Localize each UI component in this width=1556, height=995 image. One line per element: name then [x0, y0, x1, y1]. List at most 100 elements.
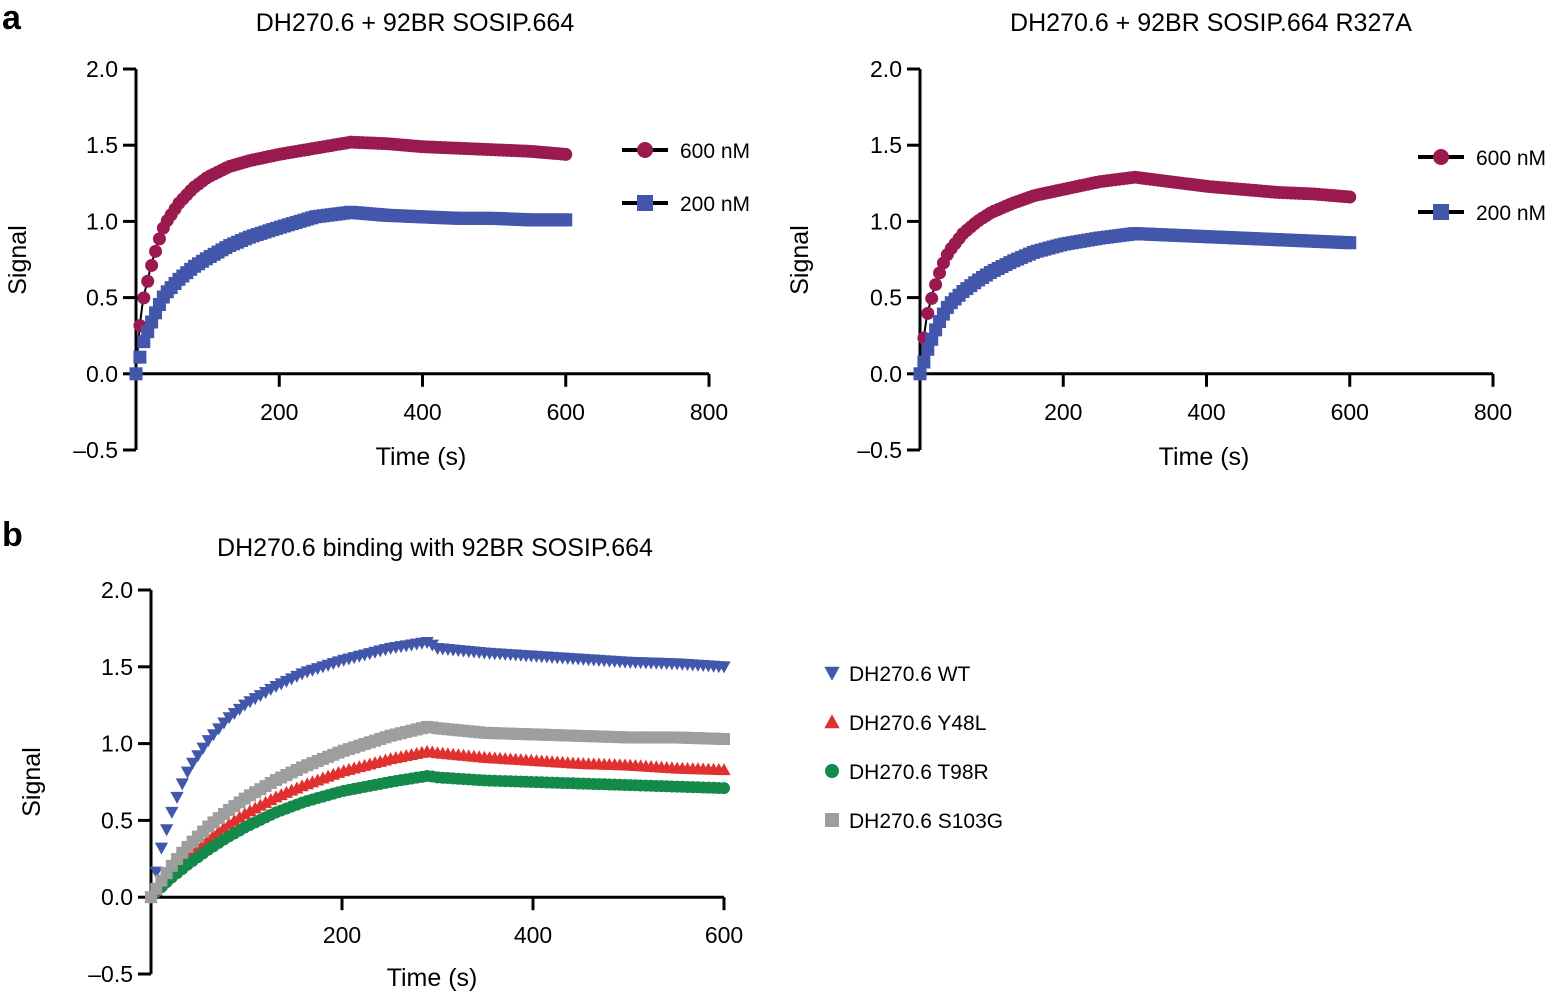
y-tick-label: 1.5 — [101, 654, 133, 680]
data-point — [913, 367, 927, 381]
legend-item: DH270.6 S103G — [825, 810, 1003, 833]
legend-marker — [824, 714, 840, 729]
chart-a-left: DH270.6 + 92BR SOSIP.664 Time (s) Signal… — [4, 9, 750, 471]
data-point — [201, 735, 215, 748]
legend-label: 600 nM — [680, 140, 750, 163]
data-point — [921, 306, 935, 320]
chart-title: DH270.6 + 92BR SOSIP.664 — [256, 9, 575, 37]
chart-b: DH270.6 binding with 92BR SOSIP.664 Time… — [18, 534, 1003, 992]
legend-label: DH270.6 Y48L — [849, 712, 986, 735]
legend-item: 200 nM — [622, 193, 750, 216]
y-tick-label: 1.0 — [86, 208, 118, 234]
y-tick-label: 1.5 — [86, 132, 118, 158]
data-point — [175, 778, 189, 791]
legend-marker — [825, 764, 839, 778]
data-point — [186, 757, 200, 770]
x-tick-label: 400 — [1187, 399, 1225, 425]
series-600-nm — [129, 135, 573, 381]
y-tick-label: –0.5 — [73, 437, 118, 463]
x-axis-title: Time (s) — [1159, 443, 1250, 471]
legend-marker — [1433, 149, 1449, 165]
legend-marker — [637, 195, 653, 211]
y-tick-label: 1.5 — [870, 132, 902, 158]
y-tick-label: 2.0 — [870, 56, 902, 82]
series-dh270-6-y48l — [144, 744, 731, 903]
legend-item: 600 nM — [622, 140, 750, 163]
x-axis-title: Time (s) — [376, 443, 467, 471]
panel-letter-a: a — [2, 0, 22, 37]
y-tick-label: 0.0 — [870, 361, 902, 387]
legend-item: 600 nM — [1418, 147, 1546, 170]
data-point — [232, 810, 247, 823]
data-point — [196, 742, 210, 755]
data-point — [222, 817, 236, 830]
y-tick-label: 1.0 — [101, 731, 133, 757]
data-point — [559, 147, 573, 161]
legend-marker — [824, 666, 840, 681]
series-dh270-6-s103g — [145, 720, 730, 904]
legend-item: DH270.6 WT — [824, 663, 971, 686]
data-point — [717, 661, 731, 674]
x-tick-label: 800 — [690, 399, 728, 425]
y-tick-label: 0.5 — [101, 807, 133, 833]
y-tick-label: 2.0 — [101, 577, 133, 603]
x-tick-label: 600 — [547, 399, 585, 425]
data-point — [925, 291, 939, 305]
legend-marker — [637, 142, 653, 158]
y-tick-label: –0.5 — [88, 961, 133, 987]
data-point — [165, 806, 179, 819]
y-axis-title: Signal — [4, 225, 32, 295]
data-point — [137, 335, 151, 349]
data-point — [1343, 190, 1357, 204]
x-tick-label: 400 — [514, 922, 552, 948]
y-tick-label: 0.5 — [86, 285, 118, 311]
data-point — [206, 729, 221, 742]
legend-label: DH270.6 T98R — [849, 761, 989, 784]
data-point — [137, 291, 151, 305]
chart-title: DH270.6 + 92BR SOSIP.664 R327A — [1010, 9, 1412, 37]
legend-label: DH270.6 WT — [849, 663, 971, 686]
y-tick-label: 0.0 — [101, 884, 133, 910]
chart-a-right: DH270.6 + 92BR SOSIP.664 R327A Time (s) … — [786, 9, 1546, 471]
data-point — [212, 723, 226, 736]
data-point — [227, 813, 241, 826]
y-tick-label: 1.0 — [870, 208, 902, 234]
data-point — [152, 232, 166, 246]
legend-marker — [825, 813, 839, 827]
data-point — [154, 842, 169, 855]
data-point — [425, 639, 439, 652]
x-tick-label: 200 — [323, 922, 361, 948]
series-200-nm — [129, 205, 573, 381]
series-600-nm — [913, 170, 1357, 381]
series-dh270-6-t98r — [145, 769, 730, 904]
data-point — [141, 274, 155, 288]
y-tick-label: –0.5 — [857, 437, 902, 463]
y-tick-label: 2.0 — [86, 56, 118, 82]
legend-label: 600 nM — [1476, 147, 1546, 170]
x-tick-label: 800 — [1474, 399, 1512, 425]
data-point — [917, 355, 931, 369]
x-tick-label: 200 — [1044, 399, 1082, 425]
series-200-nm — [913, 227, 1357, 381]
data-point — [170, 791, 184, 804]
data-point — [149, 866, 163, 879]
x-axis-title: Time (s) — [387, 964, 478, 992]
data-point — [559, 213, 573, 227]
legend-marker — [1433, 204, 1449, 220]
data-point — [929, 278, 943, 292]
data-point — [129, 367, 143, 381]
panel-letter-b: b — [2, 516, 23, 554]
chart-title: DH270.6 binding with 92BR SOSIP.664 — [217, 534, 653, 562]
y-axis-title: Signal — [18, 747, 46, 817]
legend-item: DH270.6 T98R — [825, 761, 989, 784]
data-point — [145, 258, 159, 272]
legend-label: DH270.6 S103G — [849, 810, 1003, 833]
legend-label: 200 nM — [680, 193, 750, 216]
data-point — [933, 266, 947, 280]
data-point — [149, 244, 163, 258]
x-tick-label: 600 — [1331, 399, 1369, 425]
legend-item: 200 nM — [1418, 202, 1546, 225]
y-tick-label: 0.0 — [86, 361, 118, 387]
legend-item: DH270.6 Y48L — [824, 712, 986, 735]
data-point — [718, 732, 730, 745]
